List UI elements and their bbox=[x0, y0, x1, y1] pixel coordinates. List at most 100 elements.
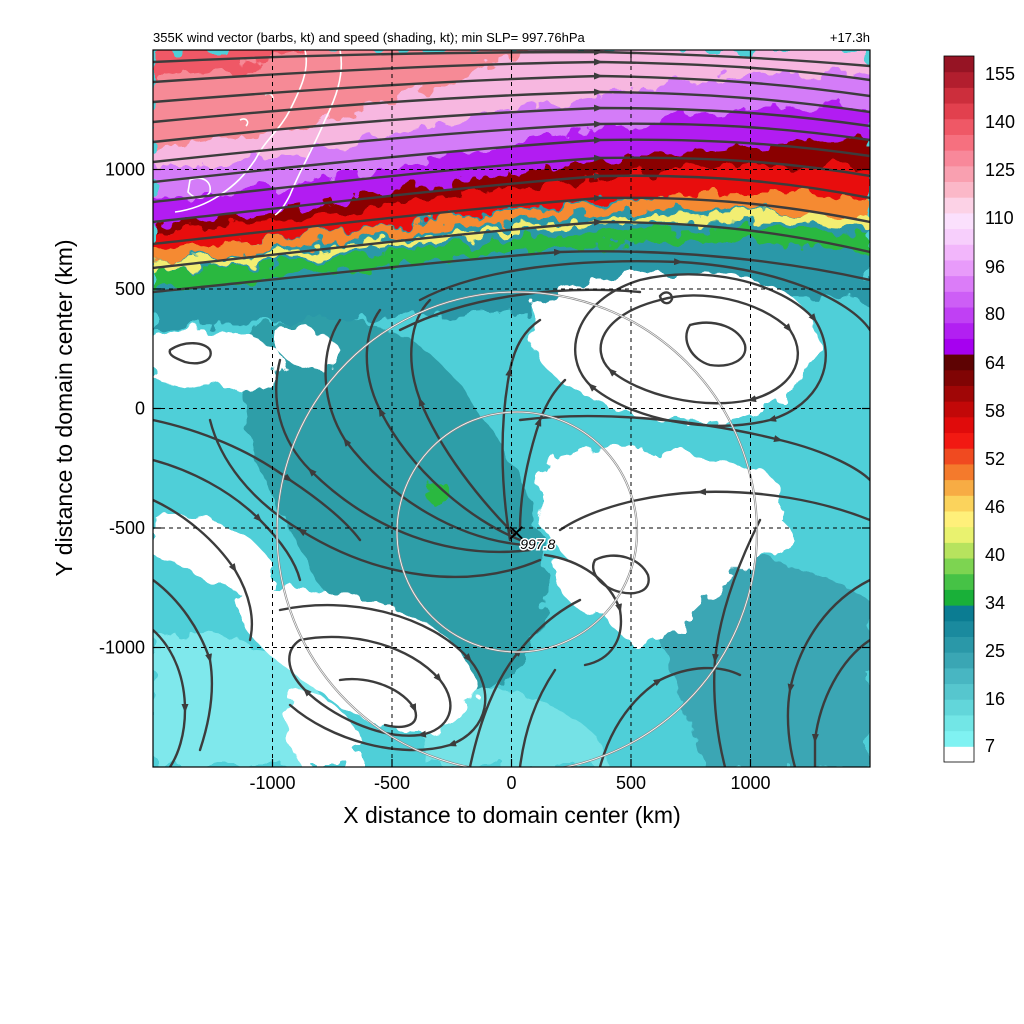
colorbar-swatch bbox=[944, 463, 974, 481]
white-patch-sw bbox=[153, 517, 275, 594]
x-tick-label: 500 bbox=[616, 773, 646, 793]
streamline bbox=[786, 578, 870, 767]
colorbar-label: 34 bbox=[985, 593, 1005, 613]
y-tick-label: -1000 bbox=[99, 638, 145, 658]
x-axis-label: X distance to domain center (km) bbox=[343, 802, 680, 828]
chart-title: 355K wind vector (barbs, kt) and speed (… bbox=[153, 30, 586, 45]
colorbar-label: 58 bbox=[985, 401, 1005, 421]
outer-range-circle-highlight bbox=[276, 291, 758, 767]
colorbar-swatch bbox=[944, 746, 974, 763]
streamline bbox=[153, 50, 870, 68]
colorbar-swatch bbox=[944, 699, 974, 716]
colorbar-swatch bbox=[944, 683, 974, 700]
time-label: +17.3h bbox=[830, 30, 870, 45]
streamline bbox=[275, 358, 532, 554]
colorbar-swatch bbox=[944, 150, 974, 167]
streamline bbox=[153, 136, 870, 184]
streamline bbox=[518, 414, 870, 482]
inner-range-circle-highlight bbox=[396, 411, 638, 653]
streamline bbox=[153, 172, 870, 224]
colorbar-swatch bbox=[944, 620, 974, 637]
colorbar-swatch bbox=[944, 479, 974, 496]
colorbar-swatch bbox=[944, 526, 974, 543]
colorbar-swatch bbox=[944, 714, 974, 732]
streamline bbox=[153, 194, 870, 246]
streamline bbox=[501, 318, 542, 542]
jet-band-yellow bbox=[153, 211, 870, 272]
streamline bbox=[153, 154, 870, 204]
streamline bbox=[153, 458, 302, 582]
center-x-icon bbox=[509, 526, 523, 540]
streamline bbox=[418, 258, 870, 332]
colorbar-swatch bbox=[944, 134, 974, 151]
colorbar-swatch bbox=[944, 573, 974, 590]
white-patch-east-strip bbox=[699, 511, 791, 560]
colorbar-swatch bbox=[944, 636, 974, 653]
distance-circles-highlight bbox=[276, 291, 758, 767]
colorbar-label: 110 bbox=[985, 208, 1014, 228]
colorbar-frame bbox=[943, 55, 975, 763]
colorbar-swatch bbox=[944, 652, 974, 669]
streamline bbox=[398, 288, 642, 332]
jet-band-green bbox=[153, 228, 870, 290]
coastline-main bbox=[174, 50, 308, 213]
streamline bbox=[410, 298, 517, 537]
colorbar-swatch bbox=[944, 510, 974, 528]
streamline bbox=[685, 321, 747, 367]
colorbar-label: 125 bbox=[985, 160, 1015, 180]
coastline-island bbox=[187, 177, 211, 199]
teal-core-region bbox=[241, 316, 546, 695]
colorbar-label: 140 bbox=[985, 112, 1015, 132]
storm-center-marker: 997.8 bbox=[509, 526, 557, 553]
colorbar-swatch bbox=[944, 71, 974, 88]
colorbar-swatch bbox=[944, 118, 974, 135]
colorbar-label: 16 bbox=[985, 689, 1005, 709]
colorbar-swatch bbox=[944, 448, 974, 465]
colorbar-swatch bbox=[944, 275, 974, 292]
colorbar-swatch bbox=[944, 197, 974, 214]
colorbar-label: 155 bbox=[985, 64, 1015, 84]
jet-band-salmon bbox=[153, 50, 540, 148]
y-tick-label: -500 bbox=[109, 518, 145, 538]
streamline bbox=[543, 553, 623, 667]
colorbar-label: 96 bbox=[985, 257, 1005, 277]
streamline bbox=[153, 88, 870, 124]
colorbar-swatch bbox=[944, 87, 974, 104]
y-tick-label: 0 bbox=[135, 399, 145, 419]
colorbar-swatch bbox=[944, 495, 974, 512]
colorbar-label: 7 bbox=[985, 736, 995, 756]
streamline bbox=[324, 318, 527, 547]
white-patch-center-left bbox=[274, 326, 341, 370]
colorbar-swatch bbox=[944, 385, 974, 402]
streamline bbox=[153, 104, 870, 144]
streamline bbox=[574, 273, 827, 427]
streamline bbox=[338, 677, 418, 729]
colorbar-swatch bbox=[944, 605, 974, 622]
streamline bbox=[153, 578, 214, 752]
streamline bbox=[365, 308, 522, 542]
coastline-small-2 bbox=[239, 118, 249, 127]
colorbar-label: 80 bbox=[985, 304, 1005, 324]
streamline bbox=[468, 598, 582, 767]
plot-area: 997.8 bbox=[153, 50, 870, 767]
colorbar-swatch bbox=[944, 338, 974, 355]
colorbar-swatch bbox=[944, 401, 974, 418]
white-patch-se bbox=[556, 554, 651, 619]
jet-band-orange bbox=[153, 193, 870, 262]
x-axis: -1000 -500 0 500 1000 bbox=[249, 50, 771, 793]
colorbar-swatch bbox=[944, 181, 974, 198]
colorbar-swatch bbox=[944, 369, 974, 386]
streamline bbox=[712, 518, 762, 767]
colorbar-swatch bbox=[944, 416, 974, 434]
x-tick-label: 1000 bbox=[730, 773, 770, 793]
streamline bbox=[598, 666, 742, 767]
colorbar-swatch bbox=[944, 322, 974, 339]
x-tick-label: 0 bbox=[506, 773, 516, 793]
colorbar-swatch bbox=[944, 589, 974, 606]
colorbar-swatch bbox=[944, 730, 974, 747]
colorbar-swatch bbox=[944, 558, 974, 575]
streamline bbox=[153, 72, 870, 104]
colorbar-label: 52 bbox=[985, 449, 1005, 469]
colorbar-label: 25 bbox=[985, 641, 1005, 661]
